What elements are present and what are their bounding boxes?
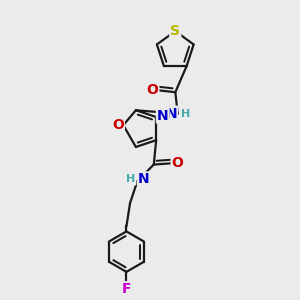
Text: O: O: [112, 118, 124, 132]
Text: N: N: [157, 109, 169, 122]
Text: H: H: [126, 174, 136, 184]
Text: F: F: [122, 282, 131, 296]
Text: O: O: [146, 83, 158, 97]
Text: N: N: [138, 172, 150, 186]
Text: S: S: [170, 24, 180, 38]
Text: N: N: [165, 106, 177, 121]
Text: H: H: [182, 109, 191, 118]
Text: O: O: [172, 156, 184, 170]
